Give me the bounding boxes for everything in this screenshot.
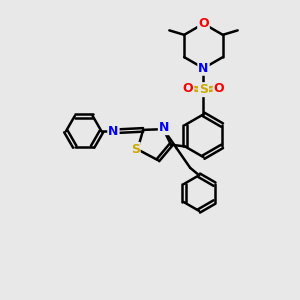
Text: N: N xyxy=(108,125,118,138)
Text: S: S xyxy=(131,143,140,156)
Text: O: O xyxy=(198,17,209,30)
Text: O: O xyxy=(214,82,224,95)
Text: S: S xyxy=(199,83,208,96)
Text: O: O xyxy=(183,82,194,95)
Text: N: N xyxy=(198,62,209,75)
Text: N: N xyxy=(159,121,169,134)
